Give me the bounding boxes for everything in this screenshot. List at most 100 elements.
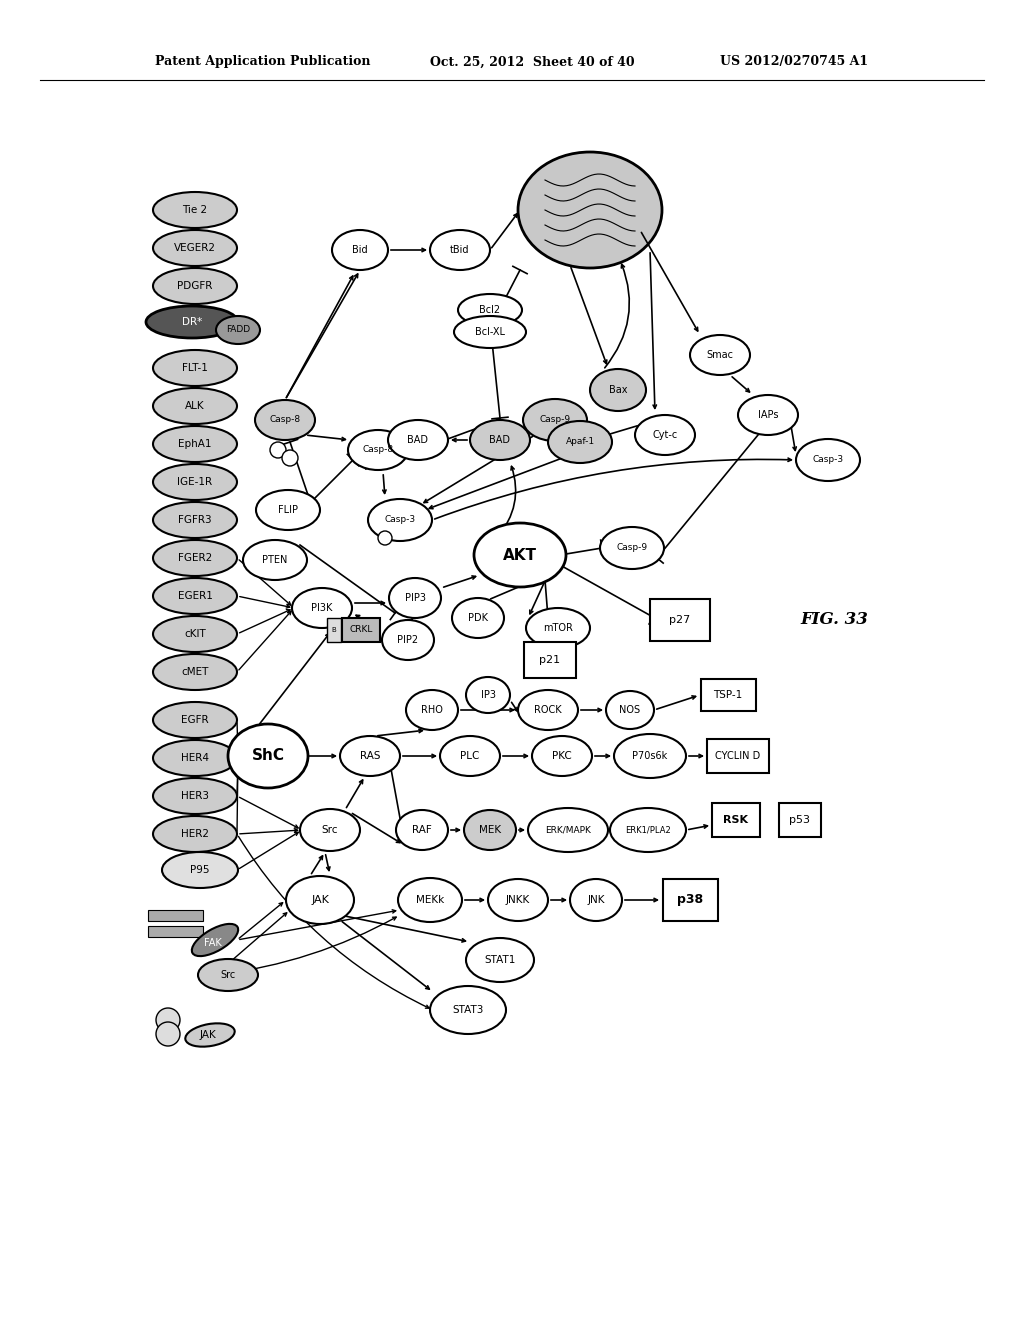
Text: p21: p21 xyxy=(540,655,560,665)
Ellipse shape xyxy=(466,677,510,713)
Text: RHO: RHO xyxy=(421,705,443,715)
Text: ERK/MAPK: ERK/MAPK xyxy=(545,825,591,834)
Text: mTOR: mTOR xyxy=(543,623,573,634)
Ellipse shape xyxy=(430,986,506,1034)
Ellipse shape xyxy=(153,426,237,462)
Ellipse shape xyxy=(690,335,750,375)
Ellipse shape xyxy=(153,578,237,614)
Ellipse shape xyxy=(153,465,237,500)
Bar xyxy=(342,618,380,642)
Ellipse shape xyxy=(153,230,237,267)
Ellipse shape xyxy=(146,306,238,338)
Text: VEGER2: VEGER2 xyxy=(174,243,216,253)
Ellipse shape xyxy=(518,152,662,268)
Text: ALK: ALK xyxy=(185,401,205,411)
Text: Oct. 25, 2012  Sheet 40 of 40: Oct. 25, 2012 Sheet 40 of 40 xyxy=(430,55,635,69)
Text: BAD: BAD xyxy=(489,436,511,445)
Text: p53: p53 xyxy=(790,814,811,825)
Ellipse shape xyxy=(614,734,686,777)
Ellipse shape xyxy=(738,395,798,436)
Text: FLIP: FLIP xyxy=(278,506,298,515)
Bar xyxy=(712,803,760,837)
Text: Cyt-c: Cyt-c xyxy=(652,430,678,440)
Text: PLC: PLC xyxy=(461,751,479,762)
Text: PIP2: PIP2 xyxy=(397,635,419,645)
Text: Patent Application Publication: Patent Application Publication xyxy=(155,55,371,69)
Text: JAK: JAK xyxy=(200,1030,216,1040)
Text: STAT3: STAT3 xyxy=(453,1005,483,1015)
Text: Casp-9: Casp-9 xyxy=(616,544,647,553)
Circle shape xyxy=(270,442,286,458)
Text: PKC: PKC xyxy=(552,751,571,762)
Ellipse shape xyxy=(470,420,530,459)
Ellipse shape xyxy=(153,540,237,576)
Text: Casp-3: Casp-3 xyxy=(384,516,416,524)
Ellipse shape xyxy=(523,399,587,441)
Ellipse shape xyxy=(292,587,352,628)
Ellipse shape xyxy=(162,851,238,888)
Ellipse shape xyxy=(185,1023,234,1047)
Circle shape xyxy=(282,450,298,466)
Text: FGFR3: FGFR3 xyxy=(178,515,212,525)
Text: RSK: RSK xyxy=(724,814,749,825)
Ellipse shape xyxy=(526,609,590,648)
Ellipse shape xyxy=(389,578,441,618)
Ellipse shape xyxy=(153,616,237,652)
Ellipse shape xyxy=(388,420,449,459)
Text: ROCK: ROCK xyxy=(535,705,562,715)
Circle shape xyxy=(378,531,392,545)
Text: Bcl-XL: Bcl-XL xyxy=(475,327,505,337)
Ellipse shape xyxy=(600,527,664,569)
Ellipse shape xyxy=(466,939,534,982)
Ellipse shape xyxy=(474,523,566,587)
Ellipse shape xyxy=(153,777,237,814)
Ellipse shape xyxy=(570,879,622,921)
Text: cMET: cMET xyxy=(181,667,209,677)
Ellipse shape xyxy=(440,737,500,776)
Ellipse shape xyxy=(216,315,260,345)
Ellipse shape xyxy=(256,490,319,531)
Ellipse shape xyxy=(464,810,516,850)
Ellipse shape xyxy=(396,810,449,850)
Ellipse shape xyxy=(590,370,646,411)
Text: PDK: PDK xyxy=(468,612,488,623)
Text: ERK1/PLA2: ERK1/PLA2 xyxy=(625,825,671,834)
Ellipse shape xyxy=(488,879,548,921)
Ellipse shape xyxy=(382,620,434,660)
Text: BAD: BAD xyxy=(408,436,428,445)
Text: HER2: HER2 xyxy=(181,829,209,840)
Text: IP3: IP3 xyxy=(480,690,496,700)
Text: STAT1: STAT1 xyxy=(484,954,516,965)
Ellipse shape xyxy=(153,350,237,385)
Ellipse shape xyxy=(518,690,578,730)
Text: p38: p38 xyxy=(677,894,703,907)
Text: US 2012/0270745 A1: US 2012/0270745 A1 xyxy=(720,55,868,69)
Text: RAF: RAF xyxy=(412,825,432,836)
Bar xyxy=(148,927,203,937)
Ellipse shape xyxy=(153,191,237,228)
Text: EGER1: EGER1 xyxy=(177,591,212,601)
Text: EGFR: EGFR xyxy=(181,715,209,725)
Text: JNKK: JNKK xyxy=(506,895,530,906)
Text: FLT-1: FLT-1 xyxy=(182,363,208,374)
Ellipse shape xyxy=(406,690,458,730)
Text: Src: Src xyxy=(220,970,236,979)
Text: EphA1: EphA1 xyxy=(178,440,212,449)
Text: Casp-8: Casp-8 xyxy=(269,416,301,425)
Ellipse shape xyxy=(153,268,237,304)
Text: MEK: MEK xyxy=(479,825,501,836)
Text: PTEN: PTEN xyxy=(262,554,288,565)
Text: cKIT: cKIT xyxy=(184,630,206,639)
Text: JNK: JNK xyxy=(587,895,605,906)
Ellipse shape xyxy=(606,690,654,729)
Text: Casp-3: Casp-3 xyxy=(812,455,844,465)
Ellipse shape xyxy=(452,598,504,638)
Bar xyxy=(650,599,710,642)
Text: Tie 2: Tie 2 xyxy=(182,205,208,215)
Ellipse shape xyxy=(243,540,307,579)
Bar xyxy=(663,879,718,921)
Ellipse shape xyxy=(796,440,860,480)
Ellipse shape xyxy=(340,737,400,776)
Text: Bax: Bax xyxy=(608,385,628,395)
Ellipse shape xyxy=(153,653,237,690)
